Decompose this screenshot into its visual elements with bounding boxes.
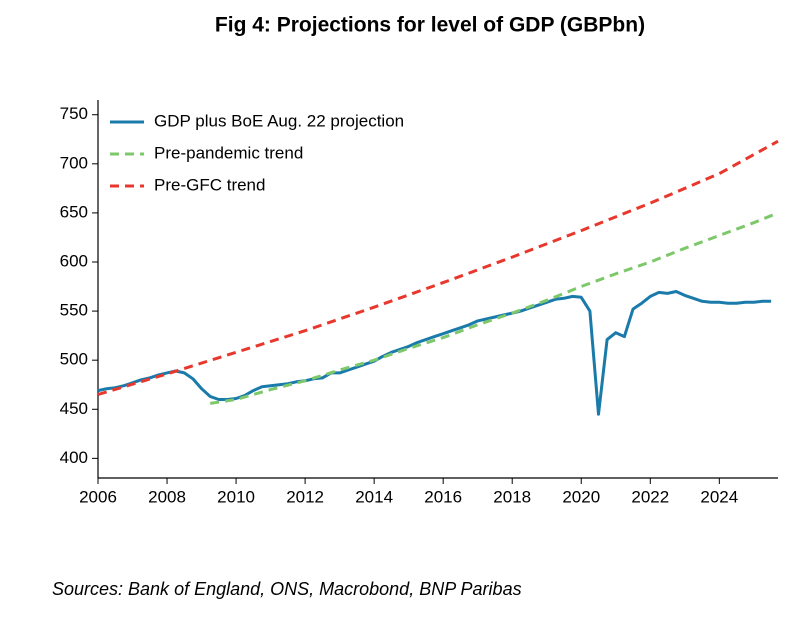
series-line bbox=[97, 139, 779, 396]
source-note: Sources: Bank of England, ONS, Macrobond… bbox=[52, 579, 522, 599]
y-tick-label: 700 bbox=[60, 153, 88, 172]
x-tick-label: 2010 bbox=[217, 487, 255, 506]
y-tick-label: 750 bbox=[60, 104, 88, 123]
series-line bbox=[209, 211, 779, 405]
x-tick-label: 2022 bbox=[631, 487, 669, 506]
legend-label: Pre-GFC trend bbox=[154, 175, 265, 194]
y-tick-label: 450 bbox=[60, 399, 88, 418]
x-tick-label: 2024 bbox=[700, 487, 738, 506]
y-tick-label: 500 bbox=[60, 350, 88, 369]
series-line bbox=[97, 290, 772, 416]
y-tick-label: 650 bbox=[60, 202, 88, 221]
x-tick-label: 2008 bbox=[148, 487, 186, 506]
x-tick-label: 2012 bbox=[286, 487, 324, 506]
x-tick-label: 2006 bbox=[79, 487, 117, 506]
legend-label: Pre-pandemic trend bbox=[154, 143, 303, 162]
x-tick-label: 2018 bbox=[493, 487, 531, 506]
y-tick-label: 400 bbox=[60, 448, 88, 467]
x-tick-label: 2016 bbox=[424, 487, 462, 506]
legend-label: GDP plus BoE Aug. 22 projection bbox=[154, 111, 404, 130]
x-tick-label: 2014 bbox=[355, 487, 393, 506]
y-tick-label: 600 bbox=[60, 251, 88, 270]
chart-title: Fig 4: Projections for level of GDP (GBP… bbox=[215, 14, 645, 37]
y-tick-label: 550 bbox=[60, 301, 88, 320]
x-tick-label: 2020 bbox=[562, 487, 600, 506]
